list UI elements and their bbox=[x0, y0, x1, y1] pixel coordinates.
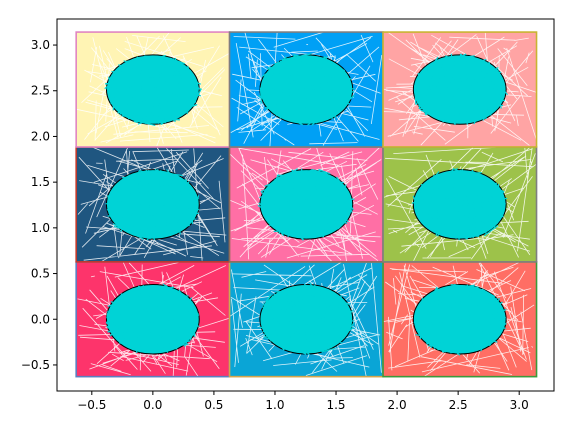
y-tick-label: 1.5 bbox=[31, 175, 50, 189]
tile-circle-scribble bbox=[259, 282, 355, 356]
tile-circle-scribble bbox=[105, 168, 200, 241]
tile-r0-c0 bbox=[75, 261, 231, 378]
tile-circle-scribble bbox=[413, 283, 507, 356]
x-tick-label: 3.0 bbox=[510, 398, 529, 412]
tile-r2-c0 bbox=[75, 31, 231, 148]
y-axis: −0.5 0.0 0.5 1.0 1.5 2.0 2.5 3.0 bbox=[21, 38, 57, 372]
tiles-layer bbox=[75, 31, 538, 378]
tile-r0-c1 bbox=[228, 261, 384, 378]
x-tick-label: 2.5 bbox=[449, 398, 468, 412]
tile-r0-c2 bbox=[382, 261, 538, 378]
tile-r2-c2 bbox=[382, 31, 538, 148]
tile-circle-scribble bbox=[104, 54, 202, 126]
x-tick-label: −0.5 bbox=[77, 398, 106, 412]
x-tick-label: 0.0 bbox=[143, 398, 162, 412]
x-axis: −0.5 0.0 0.5 1.0 1.5 2.0 2.5 3.0 bbox=[77, 391, 529, 412]
tile-border bbox=[382, 31, 538, 148]
y-tick-label: 1.0 bbox=[31, 221, 50, 235]
tile-circle-scribble bbox=[411, 167, 508, 241]
x-tick-label: 0.5 bbox=[204, 398, 223, 412]
tile-circle-scribble bbox=[414, 53, 508, 125]
axes-frame bbox=[56, 18, 555, 392]
x-tick-label: 1.5 bbox=[326, 398, 345, 412]
x-tick-label: 2.0 bbox=[388, 398, 407, 412]
y-tick-label: 3.0 bbox=[31, 38, 50, 52]
x-tick-label: 1.0 bbox=[265, 398, 284, 412]
y-tick-label: −0.5 bbox=[21, 358, 50, 372]
tile-r1-c0 bbox=[75, 146, 231, 263]
tile-r2-c1 bbox=[228, 31, 384, 148]
tile-circle-scribble bbox=[105, 283, 200, 354]
tile-r1-c2 bbox=[382, 146, 538, 263]
y-tick-label: 0.0 bbox=[31, 312, 50, 326]
tile-circle-scribble bbox=[257, 168, 355, 241]
y-tick-label: 2.5 bbox=[31, 84, 50, 98]
tile-r1-c1 bbox=[228, 146, 384, 263]
tile-circle-scribble bbox=[258, 53, 355, 126]
y-tick-label: 2.0 bbox=[31, 129, 50, 143]
y-tick-label: 0.5 bbox=[31, 267, 50, 281]
